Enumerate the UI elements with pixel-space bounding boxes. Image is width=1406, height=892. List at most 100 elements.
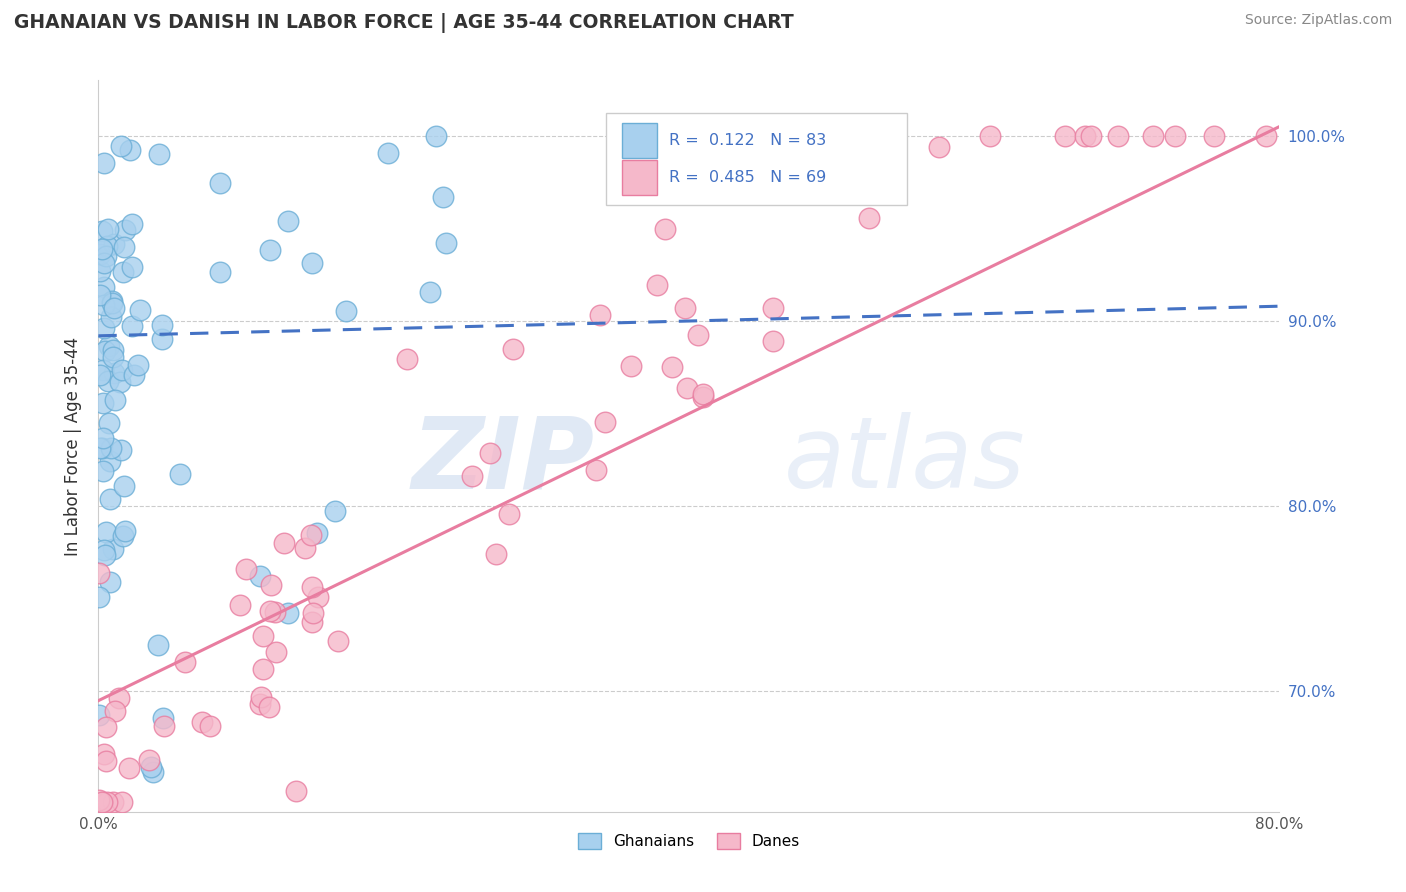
FancyBboxPatch shape	[621, 123, 657, 158]
Point	[89, 793, 111, 807]
Text: atlas: atlas	[783, 412, 1025, 509]
Point	[103, 301, 125, 316]
Point	[110, 443, 132, 458]
Point	[1074, 128, 1097, 143]
Point	[121, 260, 143, 274]
Point	[174, 656, 197, 670]
Point	[325, 504, 347, 518]
Point	[138, 753, 160, 767]
Text: GHANAIAN VS DANISH IN LABOR FORCE | AGE 35-44 CORRELATION CHART: GHANAIAN VS DANISH IN LABOR FORCE | AGE …	[14, 13, 794, 33]
Point	[118, 144, 141, 158]
Point	[91, 441, 114, 455]
Point	[277, 607, 299, 621]
Point	[485, 547, 508, 561]
Point	[87, 591, 110, 605]
Point	[104, 392, 127, 407]
Point	[479, 445, 502, 459]
Point	[1053, 128, 1076, 143]
Point	[148, 146, 170, 161]
Point	[98, 574, 121, 589]
Point	[98, 492, 121, 507]
Point	[252, 630, 274, 644]
Point	[111, 529, 134, 543]
Point	[294, 541, 316, 555]
Point	[259, 700, 281, 714]
Point	[89, 368, 111, 382]
Point	[108, 690, 131, 705]
Point	[661, 360, 683, 375]
Point	[87, 566, 110, 581]
Point	[153, 718, 176, 732]
Point	[169, 467, 191, 482]
Point	[260, 578, 283, 592]
Point	[90, 242, 112, 256]
Point	[97, 374, 120, 388]
Point	[127, 359, 149, 373]
Point	[91, 796, 114, 810]
Point	[979, 128, 1001, 143]
Point	[101, 796, 124, 810]
Point	[112, 240, 135, 254]
Point	[589, 308, 612, 322]
Point	[142, 764, 165, 779]
Point	[432, 190, 454, 204]
Point	[1204, 128, 1226, 143]
Point	[121, 217, 143, 231]
Point	[461, 469, 484, 483]
Point	[259, 243, 281, 257]
Point	[277, 214, 299, 228]
Point	[264, 605, 287, 619]
Point	[654, 222, 676, 236]
Point	[97, 222, 120, 236]
Point	[101, 542, 124, 557]
Point	[122, 368, 145, 382]
Point	[692, 386, 714, 401]
Point	[89, 247, 111, 261]
Point	[89, 264, 111, 278]
Point	[93, 298, 115, 312]
Text: R =  0.122   N = 83: R = 0.122 N = 83	[669, 133, 827, 148]
Point	[645, 277, 668, 292]
Point	[91, 431, 114, 445]
Text: ZIP: ZIP	[412, 412, 595, 509]
Point	[259, 605, 281, 619]
Point	[101, 350, 124, 364]
Point	[299, 527, 322, 541]
Point	[284, 784, 307, 798]
Point	[335, 304, 357, 318]
Point	[129, 302, 152, 317]
Point	[307, 526, 329, 541]
Text: Source: ZipAtlas.com: Source: ZipAtlas.com	[1244, 13, 1392, 28]
Point	[498, 507, 520, 521]
Point	[111, 796, 134, 810]
Point	[91, 363, 114, 377]
Point	[858, 211, 880, 226]
Point	[436, 236, 458, 251]
Point	[93, 280, 115, 294]
Point	[191, 714, 214, 729]
Point	[1080, 128, 1102, 143]
Point	[198, 719, 221, 733]
Point	[93, 321, 115, 335]
Point	[208, 176, 231, 190]
Point	[112, 265, 135, 279]
Point	[101, 295, 124, 310]
Point	[94, 754, 117, 768]
Point	[585, 463, 607, 477]
Point	[692, 390, 714, 404]
Point	[235, 562, 257, 576]
Point	[1164, 128, 1187, 143]
Point	[593, 415, 616, 429]
Point	[93, 256, 115, 270]
Point	[94, 249, 117, 263]
Point	[1142, 128, 1164, 143]
Point	[688, 327, 710, 342]
Legend: Ghanaians, Danes: Ghanaians, Danes	[572, 827, 806, 855]
Point	[89, 707, 111, 722]
Point	[762, 334, 785, 349]
Point	[103, 366, 125, 380]
Point	[762, 301, 785, 316]
Point	[301, 615, 323, 629]
Point	[419, 285, 441, 300]
Point	[252, 662, 274, 676]
